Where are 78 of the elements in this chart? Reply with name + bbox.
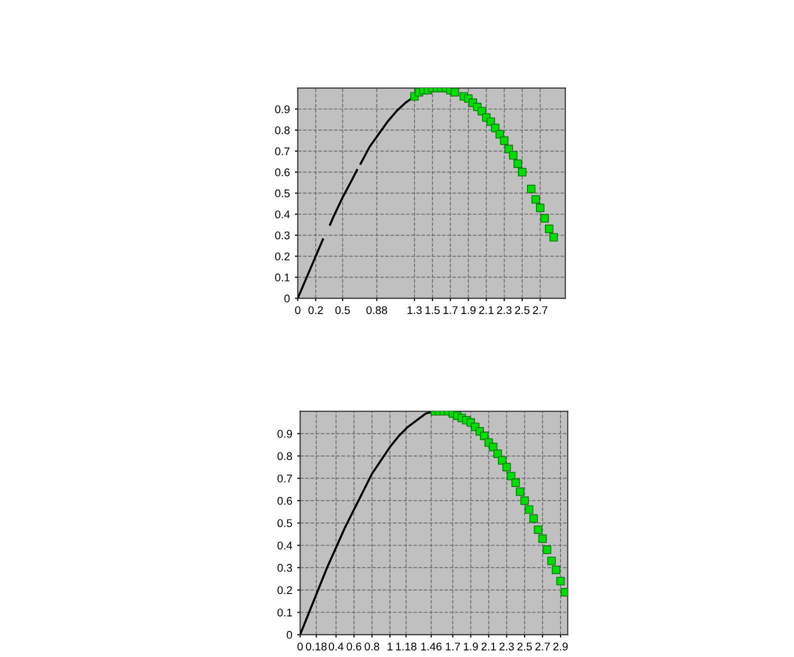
x-tick-label: 0 [295, 306, 300, 314]
x-tick-label: 2.7 [533, 306, 548, 314]
point [511, 478, 520, 487]
point [549, 233, 558, 242]
point [538, 534, 547, 543]
point [520, 496, 529, 505]
point [547, 556, 556, 566]
x-tick-label: 2.3 [499, 642, 514, 650]
y-tick-label: 0.5 [275, 189, 290, 198]
x-tick-label: 0 [297, 642, 303, 650]
y-tick-label: 0.5 [277, 519, 292, 528]
x-tick-label: 1.7 [446, 642, 460, 650]
x-tick-label: 2.1 [479, 306, 494, 314]
point [450, 88, 460, 96]
y-tick-label: 0.3 [275, 231, 290, 240]
x-tick-label: 0.6 [346, 642, 362, 650]
x-tick-label: 2.7 [535, 642, 550, 650]
point [536, 204, 544, 212]
point [552, 566, 560, 574]
point [493, 450, 502, 458]
x-tick-label: 0.18 [306, 642, 327, 650]
y-tick-label: 0.1 [275, 274, 290, 282]
y-tick-label: 0.7 [275, 147, 290, 156]
y-tick-label: 0.9 [275, 105, 290, 114]
y-tick-label: 0.4 [275, 210, 290, 218]
point [502, 462, 511, 472]
point [542, 546, 552, 554]
x-tick-label: 0.2 [308, 306, 323, 314]
x-tick-label: 0.4 [328, 642, 344, 650]
x-tick-label: 1.9 [461, 306, 476, 314]
y-tick-label: 0.2 [277, 586, 292, 594]
point [480, 432, 488, 440]
x-tick-label: 1.9 [464, 642, 478, 650]
y-tick-label: 0.1 [277, 608, 292, 616]
y-tick-label: 0.3 [277, 564, 292, 572]
y-tick-label: 0 [284, 294, 290, 302]
x-tick-label: 0.88 [366, 306, 388, 314]
x-tick-label: 1.18 [396, 642, 416, 650]
x-tick-label: 1.46 [421, 642, 442, 650]
x-tick-label: 2.5 [517, 642, 532, 650]
point [540, 214, 549, 223]
point [524, 505, 534, 514]
point [514, 160, 522, 168]
point [544, 224, 554, 234]
x-tick-label: 1.7 [444, 306, 458, 314]
point [498, 456, 506, 465]
y-tick-label: 0.8 [277, 452, 292, 460]
y-tick-label: 0.4 [277, 542, 292, 550]
point [509, 151, 518, 160]
x-tick-label: 1.5 [426, 306, 440, 314]
y-tick-label: 0.2 [275, 252, 290, 260]
y-tick-label: 0.6 [277, 496, 292, 505]
x-tick-label: 2.3 [497, 306, 512, 314]
point [531, 195, 540, 204]
y-tick-label: 0.6 [275, 168, 290, 176]
point [516, 487, 524, 496]
point [526, 184, 536, 194]
point [496, 130, 504, 139]
point [560, 588, 568, 596]
point [486, 117, 496, 126]
point [506, 472, 516, 480]
point [518, 168, 526, 176]
x-tick-label: 1 [388, 642, 392, 650]
point [478, 106, 486, 116]
point [556, 576, 565, 586]
x-tick-label: 2.9 [553, 642, 568, 650]
x-tick-label: 0.5 [335, 306, 350, 314]
y-tick-label: 0.7 [277, 474, 292, 482]
x-tick-label: 2.1 [482, 642, 496, 650]
y-tick-label: 0.9 [277, 430, 292, 438]
point [500, 136, 508, 145]
x-tick-label: 0.8 [364, 642, 380, 650]
point [534, 525, 542, 534]
x-tick-label: 1.3 [408, 306, 422, 314]
point [529, 514, 538, 523]
x-tick-label: 2.5 [515, 306, 530, 314]
y-tick-label: 0.8 [275, 126, 290, 134]
y-tick-label: 0 [286, 630, 292, 639]
